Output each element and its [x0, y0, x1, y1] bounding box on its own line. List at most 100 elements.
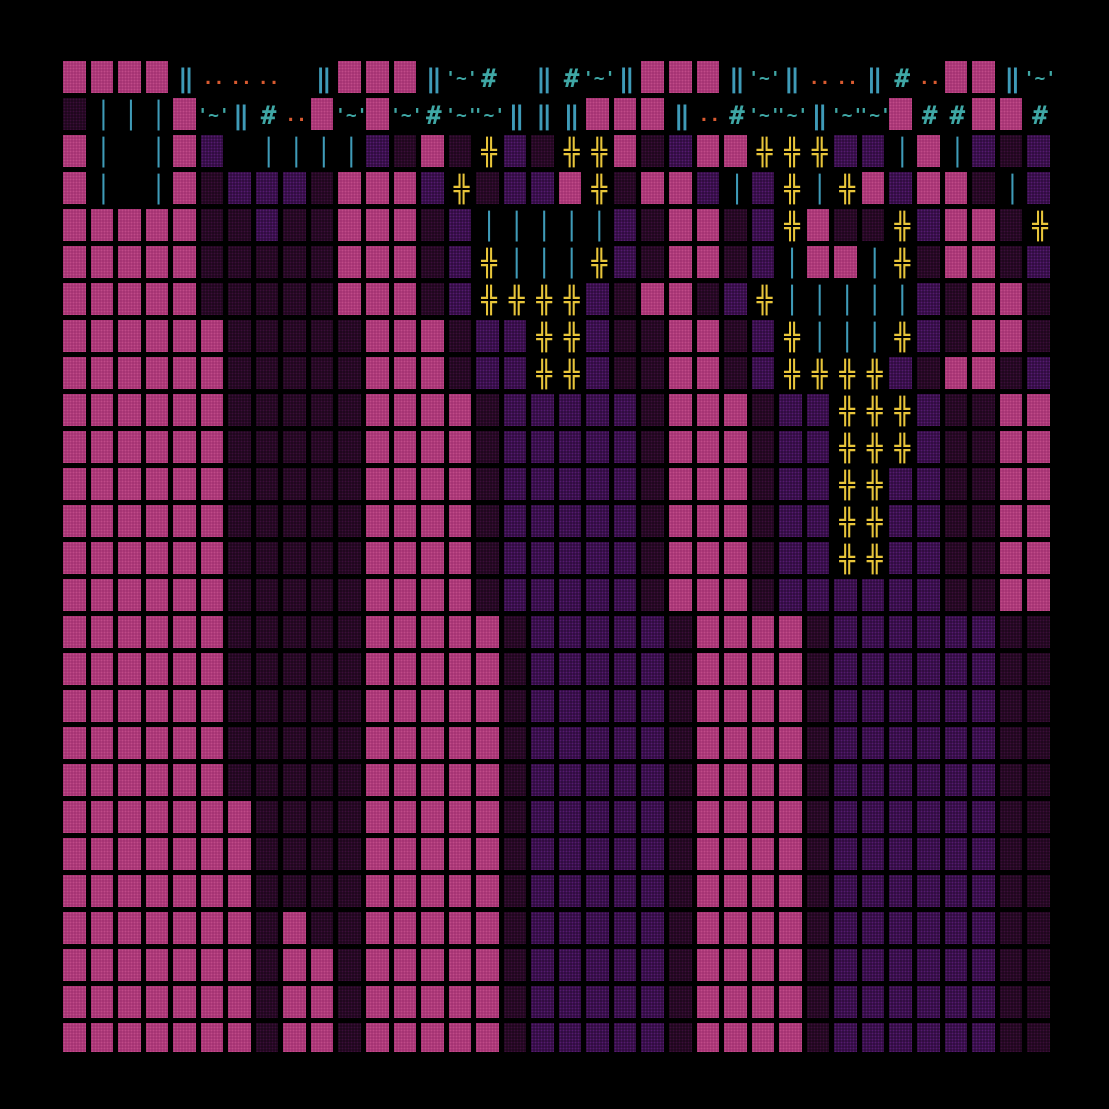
- tile-texture: [724, 653, 747, 685]
- shadow-block-tile: [613, 282, 641, 319]
- deep-block-tile: [696, 171, 724, 208]
- rock-block-tile: [393, 356, 421, 393]
- shadow-block-tile: [227, 319, 255, 356]
- tile-texture: [613, 616, 637, 648]
- rock-block-tile: [172, 652, 200, 689]
- tile-texture: [255, 838, 279, 870]
- tile-texture: [173, 986, 196, 1018]
- shadow-block-tile: [475, 393, 503, 430]
- rock-block-tile: [696, 393, 724, 430]
- tile-map: ‖......‖‖'~'#‖#'~'‖‖'~'‖....‖#..‖'~'│││'…: [62, 60, 1054, 1052]
- tile-texture: [283, 875, 306, 907]
- tile-texture: [118, 912, 141, 944]
- tile-texture: [889, 727, 912, 759]
- deep-block-tile: [558, 430, 586, 467]
- tile-texture: [972, 468, 995, 500]
- tile-texture: [669, 801, 692, 833]
- tile-texture: [145, 246, 169, 278]
- tile-glyph: ╬: [784, 211, 800, 242]
- deep-block-tile: [585, 467, 613, 504]
- game-viewport[interactable]: ‖......‖‖'~'#‖#'~'‖‖'~'‖....‖#..‖'~'│││'…: [62, 60, 1054, 1052]
- deep-block-tile: [558, 504, 586, 541]
- tile-texture: [999, 468, 1023, 500]
- tile-glyph: │: [508, 248, 525, 279]
- tile-texture: [806, 838, 830, 870]
- deep-block-tile: [640, 985, 668, 1022]
- tile-texture: [724, 209, 747, 241]
- rock-block-tile: [200, 726, 228, 763]
- tile-texture: [310, 949, 334, 981]
- rock-block-tile: [172, 615, 200, 652]
- shadow-block-tile: [255, 689, 283, 726]
- tile-texture: [613, 579, 637, 611]
- hash-symbol-tile: #: [475, 60, 503, 97]
- rock-block-tile: [172, 800, 200, 837]
- shadow-block-tile: [200, 245, 228, 282]
- sparkle-tile: ..: [282, 97, 310, 134]
- fence-cross-tile: ╬: [448, 171, 476, 208]
- rock-block-tile: [640, 97, 668, 134]
- deep-block-tile: [530, 171, 558, 208]
- tile-texture: [145, 431, 169, 463]
- shadow-block-tile: [255, 319, 283, 356]
- tile-texture: [1027, 357, 1050, 389]
- tile-texture: [972, 283, 995, 315]
- rock-block-tile: [90, 208, 118, 245]
- tile-texture: [283, 468, 306, 500]
- tile-texture: [972, 542, 995, 574]
- tile-texture: [1027, 394, 1050, 426]
- shadow-block-tile: [971, 393, 999, 430]
- tile-glyph: │: [123, 100, 139, 131]
- rock-block-tile: [145, 615, 173, 652]
- rock-block-tile: [751, 615, 779, 652]
- tile-texture: [228, 838, 251, 870]
- rock-block-tile: [282, 985, 310, 1022]
- rock-block-tile: [145, 911, 173, 948]
- tile-texture: [916, 209, 940, 241]
- tile-texture: [338, 468, 362, 500]
- tile-glyph: ..: [808, 67, 831, 89]
- tile-texture: [338, 838, 362, 870]
- tile-texture: [173, 912, 196, 944]
- rock-block-tile: [282, 911, 310, 948]
- tile-texture: [972, 394, 995, 426]
- shadow-block-tile: [944, 578, 972, 615]
- tile-texture: [173, 801, 196, 833]
- rock-block-tile: [778, 874, 806, 911]
- tile-texture: [228, 616, 251, 648]
- deep-block-tile: [585, 319, 613, 356]
- rock-block-tile: [751, 948, 779, 985]
- water-double-bar-tile: ‖: [530, 60, 558, 97]
- water-bar-tile: │: [778, 282, 806, 319]
- tile-glyph: #: [894, 63, 910, 94]
- shadow-block-tile: [310, 208, 338, 245]
- tile-texture: [393, 209, 417, 241]
- water-bar-tile: │: [944, 134, 972, 171]
- deep-block-tile: [971, 134, 999, 171]
- rock-block-tile: [448, 948, 476, 985]
- shadow-block-tile: [310, 837, 338, 874]
- tile-texture: [944, 505, 968, 537]
- water-bar-tile: │: [806, 319, 834, 356]
- tile-texture: [366, 172, 389, 204]
- rock-block-tile: [861, 171, 889, 208]
- tile-texture: [503, 357, 527, 389]
- rock-block-tile: [117, 504, 145, 541]
- rock-block-tile: [944, 60, 972, 97]
- tilde-symbol-tile: '~': [1026, 60, 1054, 97]
- shadow-block-tile: [337, 800, 365, 837]
- deep-block-tile: [640, 837, 668, 874]
- shadow-block-tile: [310, 356, 338, 393]
- deep-block-tile: [613, 874, 641, 911]
- deep-block-tile: [888, 763, 916, 800]
- fence-cross-tile: ╬: [833, 430, 861, 467]
- water-bar-tile: │: [861, 282, 889, 319]
- tile-texture: [476, 838, 499, 870]
- tile-texture: [338, 320, 362, 352]
- deep-block-tile: [530, 948, 558, 985]
- tile-texture: [255, 1023, 279, 1052]
- tile-texture: [806, 209, 830, 241]
- rock-block-tile: [90, 1022, 118, 1052]
- tile-texture: [1027, 653, 1050, 685]
- tilde-symbol-tile: '~': [448, 60, 476, 97]
